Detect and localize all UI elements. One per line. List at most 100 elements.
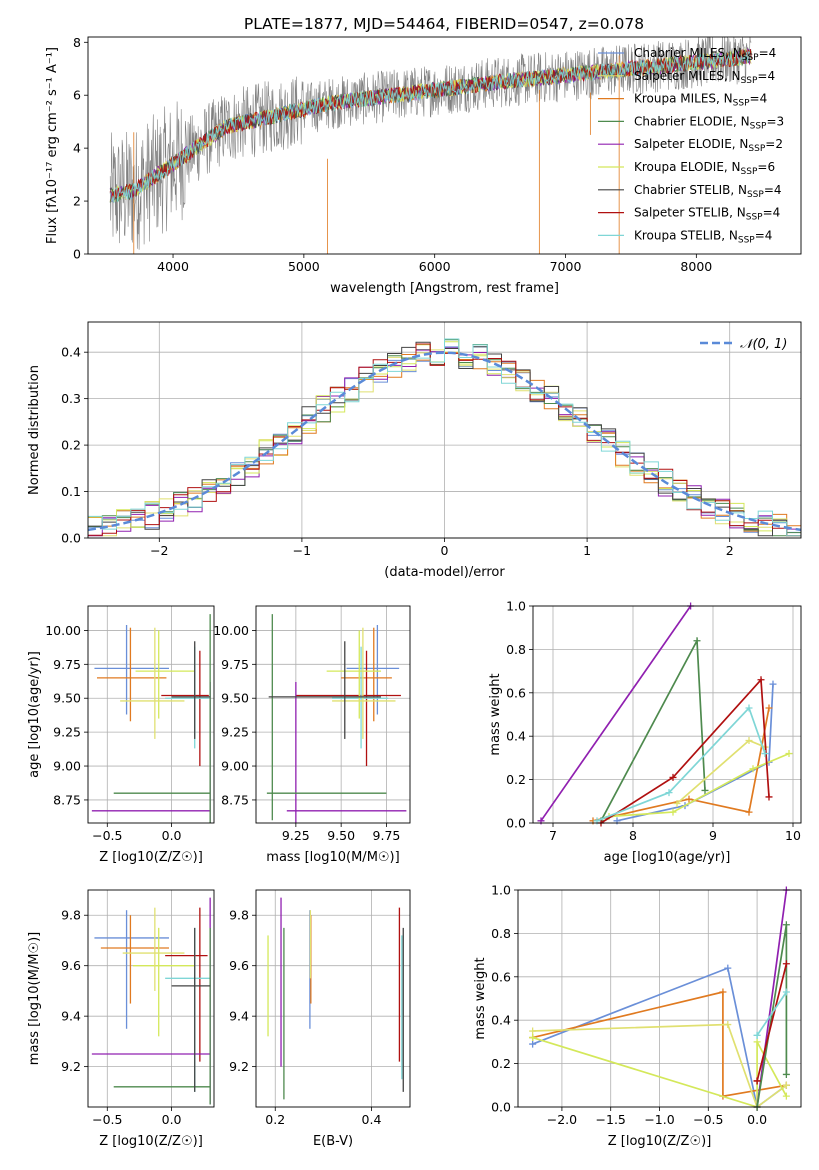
tick-label-x: −0.5	[92, 1112, 122, 1127]
tick-label-y: 8.75	[53, 792, 81, 807]
weight-marker	[693, 637, 701, 645]
weight-line-1	[532, 990, 787, 1098]
errorbar-point	[133, 927, 195, 1037]
axes-frame	[255, 889, 411, 1108]
tick-label-y: 0.2	[506, 772, 526, 787]
weight-line-3	[532, 1036, 788, 1107]
tick-label-x: −0.5	[92, 828, 122, 843]
tick-label-y: 0.0	[491, 1100, 511, 1115]
axis-label-y: mass weight	[488, 673, 503, 755]
errorbar-point	[346, 624, 400, 715]
model-fit-8	[109, 49, 752, 203]
tick-label-y: 9.25	[221, 725, 249, 740]
weight-line-6	[600, 677, 770, 823]
axes-age-vs-z: −0.5 0.0 8.75 9.00 9.25 9.50 9.75 10.00 Z [log10…	[27, 606, 214, 865]
weight-marker	[724, 1021, 732, 1029]
tick-label-y: 9.4	[61, 1009, 81, 1024]
normal-curve	[87, 351, 802, 532]
tick-label-x: −1.5	[596, 1112, 626, 1127]
tick-label-y: 4	[73, 141, 81, 156]
weight-line-4	[608, 752, 790, 818]
tick-label-y: 0.4	[61, 345, 81, 360]
legend-label: Salpeter ELODIE, NSSP=2	[634, 137, 783, 154]
tick-label-y: 0.8	[491, 926, 511, 941]
tick-label-y: 9.50	[53, 691, 81, 706]
axis-label-x: age [log10(age/yr)]	[604, 850, 731, 865]
legend-count: =6	[757, 160, 775, 174]
tick-label-y: 9.8	[229, 908, 249, 923]
tick-label-x: 7	[549, 828, 557, 843]
legend-count: =3	[766, 114, 784, 128]
tick-label-y: 0.6	[491, 969, 511, 984]
legend-subscript: SSP	[733, 99, 750, 109]
axis-label-x: E(B-V)	[313, 1134, 353, 1149]
legend-subscript: SSP	[741, 167, 758, 177]
axis-label-x: (data-model)/error	[384, 565, 505, 580]
figure-title: PLATE=1877, MJD=54464, FIBERID=0547, z=0…	[244, 15, 644, 33]
tick-label-y: 0.8	[506, 642, 526, 657]
axis-label-x: Z [log10(Z/Z☉)]	[99, 1134, 203, 1149]
axis-label-y: Normed distribution	[27, 365, 42, 495]
tick-label-y: 0.1	[61, 484, 81, 499]
legend-label-normal: 𝒩(0, 1)	[740, 337, 787, 352]
errorbar-point	[332, 627, 396, 739]
errorbar-point	[94, 624, 169, 715]
axes-mass-vs-z: −0.5 0.0 9.2 9.4 9.6 9.8 Z [log10(Z/Z☉)] mass […	[27, 890, 214, 1149]
tick-label-y: 9.6	[61, 958, 81, 973]
residual-histogram-8	[88, 338, 801, 537]
errorbar-point	[113, 614, 211, 823]
tick-label-y: 9.25	[53, 725, 81, 740]
tick-label-x: −2	[150, 543, 168, 558]
legend-subscript: SSP	[742, 53, 759, 63]
tick-label-y: 9.4	[229, 1009, 249, 1024]
axes-frame	[87, 889, 215, 1108]
errorbar-point	[268, 641, 382, 739]
spectrum-legend: Chabrier MILES, NSSP=4 Salpeter MILES, NS…	[598, 46, 784, 245]
tick-label-y: 0.6	[506, 685, 526, 700]
tick-label-x: 9.75	[373, 828, 401, 843]
tick-label-x: 0.4	[362, 1112, 382, 1127]
tick-label-y: 0.0	[61, 531, 81, 546]
weight-marker	[529, 1040, 537, 1048]
tick-label-y: 2	[73, 194, 81, 209]
errorbar-point	[94, 910, 169, 1029]
tick-label-y: 0.3	[61, 391, 81, 406]
tick-label-y: 9.50	[221, 691, 249, 706]
tick-label-x: −1.0	[644, 1112, 674, 1127]
axis-label-x: mass [log10(M/M☉)]	[266, 850, 399, 865]
weight-marker	[745, 808, 753, 816]
axes-spectrum: 4000 5000 6000 7000 8000 0 2 4 6 8 wavelength [Ang…	[45, 35, 712, 296]
tick-label-y: 9.2	[229, 1059, 249, 1074]
weight-line-3	[600, 637, 706, 822]
axis-label-x: Z [log10(Z/Z☉)]	[99, 850, 203, 865]
weight-marker	[701, 786, 709, 794]
weight-line-7	[596, 706, 766, 822]
weight-line-2	[540, 606, 692, 822]
weight-marker	[745, 737, 753, 745]
weight-marker	[529, 1027, 537, 1035]
legend-subscript: SSP	[741, 76, 758, 86]
axis-label-x: Z [log10(Z/Z☉)]	[608, 1134, 712, 1149]
legend-label: Kroupa STELIB, NSSP=4	[634, 228, 772, 245]
legend-count: =2	[765, 137, 783, 151]
axis-label-y: mass weight	[473, 957, 488, 1039]
weight-marker	[685, 795, 693, 803]
legend-label: Kroupa MILES, NSSP=4	[634, 92, 767, 109]
axes-age-vs-mass: 9.25 9.50 9.75 8.75 9.00 9.25 9.50 9.75 10.00 mas…	[213, 606, 410, 865]
errorbar-point	[135, 630, 195, 719]
weight-marker	[669, 773, 677, 781]
tick-label-y: 9.00	[53, 759, 81, 774]
errorbar-point	[120, 627, 185, 739]
weight-marker	[782, 960, 790, 968]
axes-frame	[532, 605, 802, 824]
weight-marker	[785, 750, 793, 758]
tick-label-y: 0.2	[61, 438, 81, 453]
axes-frame	[517, 889, 802, 1108]
errorbar-point	[266, 614, 387, 821]
tick-label-x: −1	[293, 543, 311, 558]
legend-subscript: SSP	[738, 235, 755, 245]
tick-label-y: 9.75	[53, 657, 81, 672]
legend-subscript: SSP	[750, 121, 767, 131]
axes-frame	[87, 605, 215, 824]
weight-marker	[753, 1031, 761, 1039]
